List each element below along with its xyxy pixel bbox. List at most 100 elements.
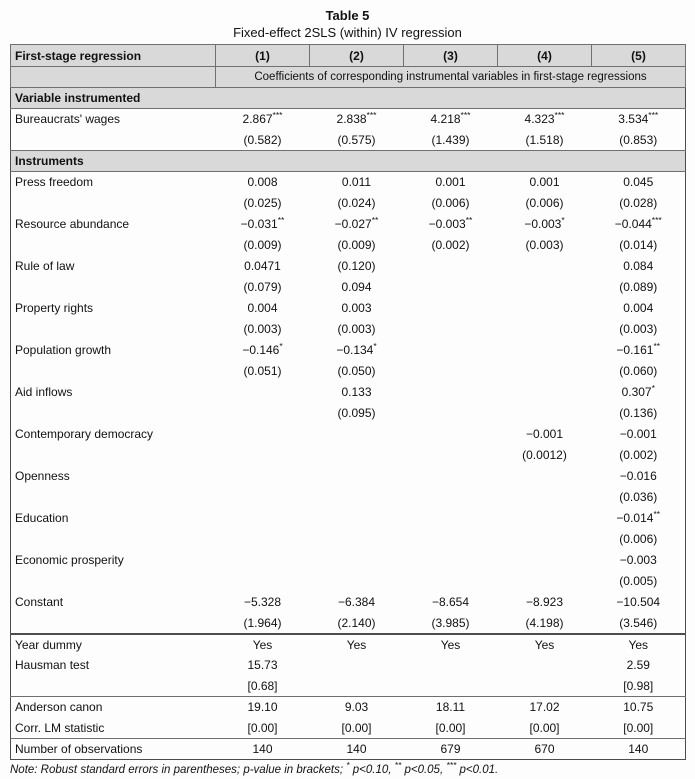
table-row: (0.009) (0.009) (0.002) (0.003) (0.014) bbox=[11, 235, 686, 256]
cell-value bbox=[404, 655, 498, 676]
cell-value bbox=[404, 550, 498, 571]
cell-value: (0.009) bbox=[243, 238, 282, 252]
cell-value bbox=[498, 508, 592, 529]
cell-value bbox=[216, 550, 310, 571]
cell-value: −0.003* bbox=[524, 215, 565, 231]
cell-value: (0.0012) bbox=[522, 448, 567, 462]
cell-value bbox=[216, 571, 310, 592]
row-label: Press freedom bbox=[15, 175, 94, 190]
table-row: Contemporary democracy −0.001 −0.001 bbox=[11, 424, 686, 445]
cell-value: [0.98] bbox=[623, 678, 654, 693]
table-row: Aid inflows 0.133 0.307* bbox=[11, 382, 686, 403]
cell-value: (0.025) bbox=[243, 196, 282, 210]
cell-value bbox=[498, 298, 592, 319]
cell-value: (2.140) bbox=[337, 615, 376, 630]
cell-value: 15.73 bbox=[247, 658, 278, 672]
column-header-4: (4) bbox=[497, 44, 592, 67]
column-header-5: (5) bbox=[591, 44, 686, 67]
cell-value: −8.923 bbox=[525, 595, 564, 609]
cell-value: (0.006) bbox=[431, 196, 470, 210]
table-row: (0.036) bbox=[11, 487, 686, 508]
cell-value bbox=[404, 403, 498, 424]
cell-value bbox=[404, 256, 498, 277]
row-label: Contemporary democracy bbox=[15, 427, 154, 441]
cell-value: 2.838*** bbox=[336, 110, 377, 127]
cell-value bbox=[404, 445, 498, 466]
cell-value bbox=[310, 487, 404, 508]
cell-value bbox=[498, 319, 592, 340]
cell-value: 4.323*** bbox=[524, 110, 565, 127]
row-label: Year dummy bbox=[10, 632, 216, 655]
header-label: First-stage regression bbox=[10, 44, 216, 67]
cell-value: [0.00] bbox=[623, 720, 654, 735]
table-row: (1.964) (2.140) (3.985) (4.198) (3.546) bbox=[11, 613, 686, 634]
table-row: (0.582) (0.575) (1.439) (1.518) (0.853) bbox=[11, 130, 686, 151]
cell-value: Yes bbox=[309, 632, 404, 655]
cell-value bbox=[498, 277, 592, 298]
stat-row: Year dummy Yes Yes Yes Yes Yes bbox=[10, 632, 686, 655]
cell-value: −0.146* bbox=[242, 341, 283, 357]
row-label bbox=[11, 319, 216, 340]
table-row: (0.095) (0.136) bbox=[11, 403, 686, 424]
cell-value bbox=[404, 529, 498, 550]
cell-value: −0.027** bbox=[334, 215, 379, 231]
regression-table: First-stage regression (1) (2) (3) (4) (… bbox=[10, 44, 686, 760]
cell-value: −6.384 bbox=[337, 595, 376, 609]
cell-value: (1.964) bbox=[243, 615, 282, 630]
cell-value bbox=[404, 487, 498, 508]
row-label bbox=[11, 235, 216, 256]
cell-value: 2.59 bbox=[626, 658, 650, 672]
cell-value: (3.985) bbox=[431, 615, 470, 630]
cell-value: 140 bbox=[591, 738, 686, 760]
stat-row: [0.68] [0.98] bbox=[11, 676, 686, 697]
cell-value: Yes bbox=[403, 632, 498, 655]
cell-value: 140 bbox=[309, 738, 404, 760]
section-row: Instruments bbox=[10, 150, 686, 172]
column-header-1: (1) bbox=[215, 44, 310, 67]
cell-value bbox=[498, 487, 592, 508]
row-label: Population growth bbox=[15, 343, 112, 357]
cell-value: (0.006) bbox=[619, 532, 658, 546]
table-row: Population growth −0.146* −0.134* −0.161** bbox=[11, 340, 686, 361]
subheader-row: Coefficients of corresponding instrument… bbox=[10, 66, 686, 88]
cell-value bbox=[310, 571, 404, 592]
table-row: Constant −5.328 −6.384 −8.654 −8.923 −10.504 bbox=[11, 592, 686, 613]
cell-value: 0.008 bbox=[247, 175, 278, 190]
cell-value: (0.853) bbox=[619, 132, 658, 147]
row-label bbox=[11, 277, 216, 298]
cell-value bbox=[404, 424, 498, 445]
row-label bbox=[11, 487, 216, 508]
cell-value: 140 bbox=[215, 738, 310, 760]
row-label: Resource abundance bbox=[15, 217, 130, 231]
cell-value: (0.051) bbox=[243, 364, 282, 378]
row-label bbox=[11, 613, 216, 634]
cell-value: (0.575) bbox=[337, 132, 376, 147]
row-label: Anderson canon bbox=[10, 696, 216, 718]
table-note: Note: Robust standard errors in parenthe… bbox=[10, 760, 499, 776]
cell-value bbox=[310, 655, 404, 676]
cell-value: (0.089) bbox=[619, 280, 658, 294]
table-row: Education −0.014** bbox=[11, 508, 686, 529]
significance-stars: *** bbox=[446, 760, 457, 771]
table-row: (0.0012) (0.002) bbox=[11, 445, 686, 466]
cell-value bbox=[498, 571, 592, 592]
cell-value: (0.003) bbox=[619, 322, 658, 336]
cell-value: (0.005) bbox=[619, 574, 658, 588]
cell-value: [0.00] bbox=[247, 720, 278, 735]
cell-value: −0.003 bbox=[619, 553, 657, 567]
cell-value: 679 bbox=[403, 738, 498, 760]
cell-value bbox=[310, 424, 404, 445]
row-label bbox=[11, 445, 216, 466]
cell-value bbox=[310, 550, 404, 571]
cell-value bbox=[498, 256, 592, 277]
stat-row: Anderson canon 19.10 9.03 18.11 17.02 10.75 bbox=[10, 696, 686, 718]
table-subtitle: Fixed-effect 2SLS (within) IV regression bbox=[233, 25, 462, 40]
cell-value bbox=[310, 466, 404, 487]
cell-value bbox=[404, 361, 498, 382]
cell-value: (0.136) bbox=[619, 406, 658, 420]
row-label: Economic prosperity bbox=[15, 553, 124, 567]
cell-value: −10.504 bbox=[616, 595, 661, 609]
cell-value: (0.095) bbox=[337, 406, 376, 420]
cell-value: (1.518) bbox=[525, 132, 564, 147]
